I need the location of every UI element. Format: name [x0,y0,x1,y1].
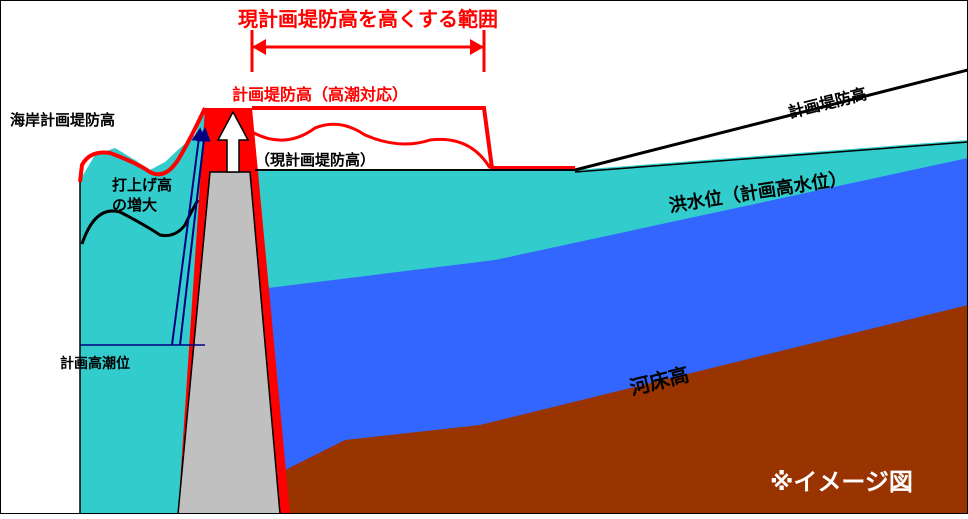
planned-high-tide-label: 計画高潮位 [60,355,130,372]
runup-arrow-1 [171,127,206,346]
coastal-planned-line [78,107,207,183]
riverbed-area [285,305,968,514]
river-wave-planned-line [252,106,575,170]
coastal-planned-levee-label: 海岸計画堤防高 [10,111,115,129]
range-bracket-right-head [470,39,484,55]
planned-levee-slope-line [574,68,968,172]
planned-levee-height-tidal-label: 計画堤防高（高潮対応） [232,85,408,104]
range-bracket-left-head [252,39,266,55]
levee-raise-arrow [216,110,250,173]
image-note-label: ※イメージ図 [770,468,913,496]
wave-runup-label-line1: 打上げ高 [112,176,172,194]
runup-arrow-2 [179,127,211,346]
wave-runup-label-line2: の増大 [112,196,157,214]
current-levee-wave-line [251,122,492,169]
current-planned-levee-label: （現計画堤防高） [255,151,375,169]
flood-level-line [574,141,968,173]
planned-levee-height-label: 計画堤防高 [786,84,868,122]
range-title: 現計画堤防高を高くする範囲 [238,7,498,31]
